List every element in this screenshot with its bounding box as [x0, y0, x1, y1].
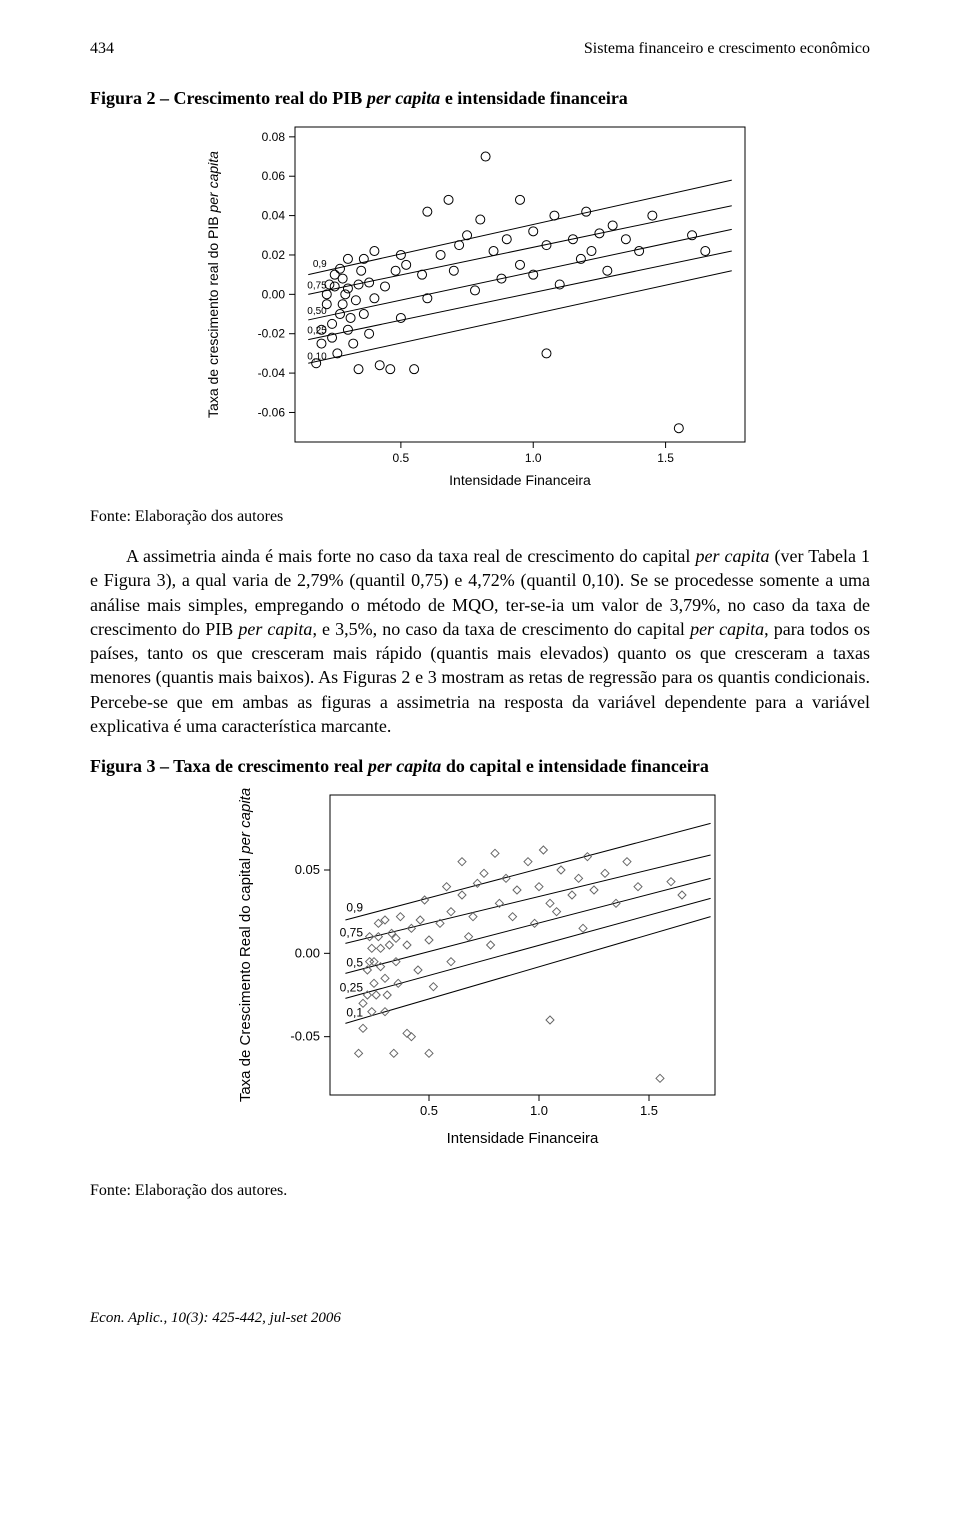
svg-text:-0.05: -0.05 [290, 1029, 320, 1044]
svg-text:-0.02: -0.02 [258, 327, 286, 341]
svg-text:0.08: 0.08 [262, 130, 286, 144]
svg-text:0,10: 0,10 [307, 351, 327, 362]
figure2-title-ital: per capita [367, 88, 441, 108]
svg-text:1.0: 1.0 [525, 451, 542, 465]
svg-text:Intensidade Financeira: Intensidade Financeira [449, 472, 591, 488]
page-container: 434 Sistema financeiro e crescimento eco… [0, 0, 960, 1357]
running-head: 434 Sistema financeiro e crescimento eco… [90, 40, 870, 58]
para1-i2: per capita [238, 619, 312, 639]
svg-text:0.05: 0.05 [295, 862, 320, 877]
svg-text:0,25: 0,25 [340, 981, 364, 995]
page-number: 434 [90, 40, 114, 58]
svg-text:0,75: 0,75 [340, 926, 364, 940]
svg-text:0,75: 0,75 [307, 280, 327, 291]
para1-i3: per capita [690, 619, 764, 639]
svg-text:0.06: 0.06 [262, 169, 286, 183]
figure3-chart: 0.5 1.0 1.5 -0.05 0.00 0.05 Intensidade Financ… [230, 785, 730, 1155]
svg-text:0.00: 0.00 [262, 287, 286, 301]
figure2-title-pre: Figura 2 – Crescimento real do PIB [90, 88, 367, 108]
figure2-title-post: e intensidade financeira [440, 88, 628, 108]
para1-t3: , e 3,5%, no caso da taxa de crescimento… [312, 619, 690, 639]
para1-t1: A assimetria ainda é mais forte no caso … [126, 546, 695, 566]
figure2-source: Fonte: Elaboração dos autores [90, 508, 870, 526]
running-title: Sistema financeiro e crescimento econômi… [584, 40, 870, 58]
svg-text:0.5: 0.5 [393, 451, 410, 465]
svg-text:1.5: 1.5 [640, 1103, 658, 1118]
svg-text:0.00: 0.00 [295, 946, 320, 961]
svg-text:Taxa de Crescimento Real do ca: Taxa de Crescimento Real do capital per … [237, 788, 254, 1102]
svg-text:Intensidade Financeira: Intensidade Financeira [447, 1130, 599, 1147]
svg-text:-0.06: -0.06 [258, 405, 286, 419]
figure2-title: Figura 2 – Crescimento real do PIB per c… [90, 88, 870, 109]
svg-text:0,5: 0,5 [346, 956, 363, 970]
figure3-title: Figura 3 – Taxa de crescimento real per … [90, 756, 870, 777]
svg-text:0,9: 0,9 [313, 259, 327, 270]
figure3-title-ital: per capita [368, 756, 442, 776]
svg-text:Taxa de crescimento real do PI: Taxa de crescimento real do PIB per capi… [205, 151, 221, 418]
figure2-chart: 0.5 1.0 1.5 -0.06 -0.04 -0.02 0.00 0.02 0.04 0.06… [200, 117, 760, 497]
svg-text:1.5: 1.5 [657, 451, 674, 465]
svg-text:0.5: 0.5 [420, 1103, 438, 1118]
page-footer: Econ. Aplic., 10(3): 425-442, jul-set 20… [90, 1310, 870, 1327]
svg-text:0.04: 0.04 [262, 209, 286, 223]
paragraph-1: A assimetria ainda é mais forte no caso … [90, 544, 870, 738]
svg-text:0,1: 0,1 [346, 1006, 363, 1020]
para1-i1: per capita [695, 546, 769, 566]
figure3-title-pre: Figura 3 – Taxa de crescimento real [90, 756, 368, 776]
svg-text:0.02: 0.02 [262, 248, 286, 262]
figure3-source: Fonte: Elaboração dos autores. [90, 1182, 870, 1200]
figure3-chart-wrap: 0.5 1.0 1.5 -0.05 0.00 0.05 Intensidade Financ… [90, 785, 870, 1160]
figure2-chart-wrap: 0.5 1.0 1.5 -0.06 -0.04 -0.02 0.00 0.02 0.04 0.06… [90, 117, 870, 502]
svg-text:-0.04: -0.04 [258, 366, 286, 380]
svg-text:0,9: 0,9 [346, 901, 363, 915]
figure3-title-post: do capital e intensidade financeira [441, 756, 709, 776]
svg-text:1.0: 1.0 [530, 1103, 548, 1118]
